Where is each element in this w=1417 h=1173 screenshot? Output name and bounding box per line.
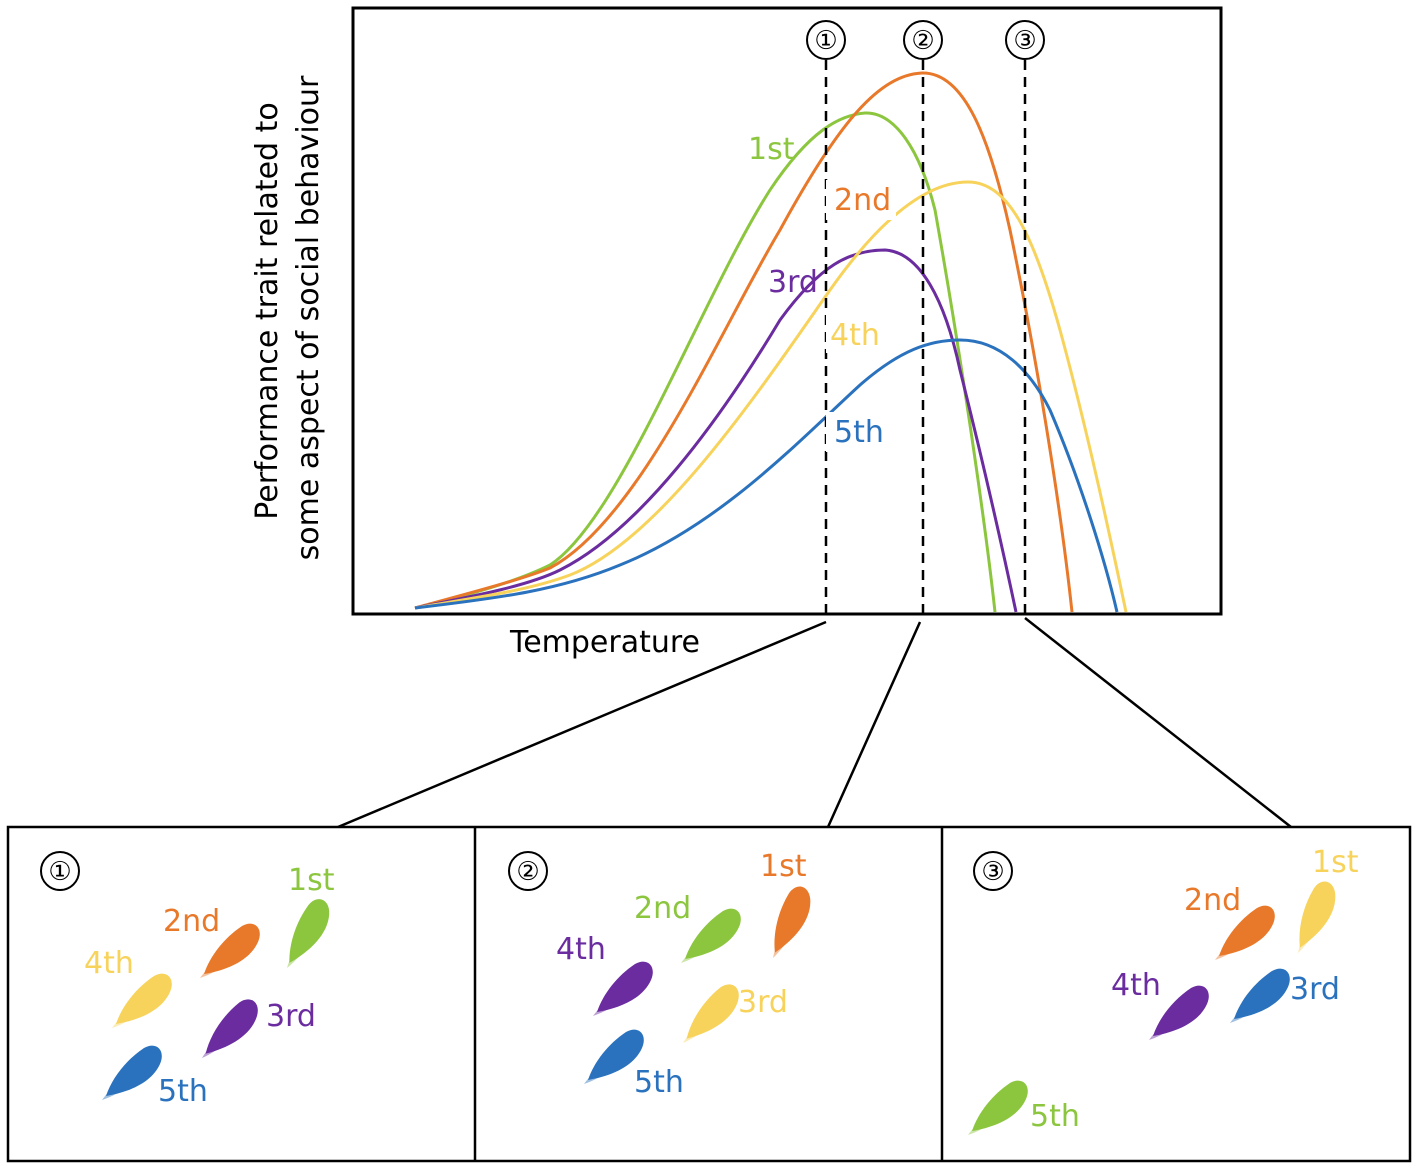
panel-3-marker: ③: [973, 851, 1013, 891]
fish-body: [289, 899, 330, 963]
panel-1-label-1st: 1st: [288, 863, 335, 898]
fish-body: [205, 999, 258, 1054]
fish-body: [588, 1029, 644, 1080]
panel-3-fish-5th: [968, 1080, 1028, 1135]
panel-2-label-3rd: 3rd: [738, 985, 788, 1020]
curve-label-2nd-bg: [826, 180, 896, 220]
connector-3: [1024, 617, 1292, 828]
panel-3-fish-2nd: [1215, 905, 1275, 960]
fish-body: [774, 886, 811, 953]
fish-body: [1299, 881, 1336, 948]
panel-2-fish-4th: [593, 961, 653, 1016]
fish-body: [686, 984, 739, 1039]
panel-2-label-4th: 4th: [556, 932, 606, 967]
panel-1-fish-5th: [102, 1045, 162, 1100]
curve-5th: [414, 338, 1119, 613]
panel-2-fish-3rd: [683, 984, 739, 1043]
marker-top-3-text: ③: [1013, 26, 1036, 56]
panel-2-fish-2nd: [681, 908, 741, 963]
panel-2-fish-5th: [584, 1029, 644, 1084]
curve-1st: [414, 111, 997, 613]
fish-layer: [102, 881, 1336, 1135]
performance-curves: [414, 71, 1128, 613]
marker-top-3: ③: [1005, 20, 1045, 60]
panel-3-fish-4th: [1149, 985, 1209, 1040]
panel-2-label-1st: 1st: [760, 849, 807, 884]
panel-1-label-3rd: 3rd: [266, 999, 316, 1034]
chart-frame: [351, 6, 1223, 616]
marker-top-1: ①: [806, 20, 846, 60]
curve-label-5th-bg: [826, 412, 894, 452]
panel-3-fish-3rd: [1230, 968, 1290, 1023]
marker-top-2: ②: [903, 20, 943, 60]
panel-1-marker-text: ①: [48, 857, 71, 887]
panel-3-label-1st: 1st: [1312, 845, 1359, 880]
panel-2-label-2nd: 2nd: [634, 891, 691, 926]
curve-label-4th-bg: [826, 315, 888, 353]
y-axis-label-line2: some aspect of social behaviour: [291, 75, 326, 560]
panel-2-label-5th: 5th: [634, 1065, 684, 1100]
curve-label-5th: 5th: [834, 415, 884, 450]
panel-1-marker: ①: [40, 851, 80, 891]
panels-frame: [6, 825, 1412, 1163]
curve-label-3rd: 3rd: [768, 265, 818, 300]
panel-3-label-2nd: 2nd: [1184, 883, 1241, 918]
fish-body: [597, 961, 653, 1012]
panel-3-marker-text: ③: [981, 857, 1004, 887]
fish-body: [685, 908, 741, 959]
panel-2-fish-1st: [773, 886, 811, 958]
fish-body: [1153, 985, 1209, 1036]
panel-1-label-2nd: 2nd: [163, 904, 220, 939]
panel-1-label-5th: 5th: [158, 1074, 208, 1109]
curve-2nd: [414, 71, 1074, 613]
fish-body: [116, 973, 172, 1024]
curve-4th: [414, 180, 1128, 613]
curve-label-2nd: 2nd: [834, 183, 891, 218]
curve-label-1st: 1st: [748, 132, 795, 167]
panel-2-marker-text: ②: [516, 857, 539, 887]
panel-1-label-4th: 4th: [84, 946, 134, 981]
fish-body: [204, 923, 260, 974]
panel-1-fish-3rd: [202, 999, 258, 1058]
marker-top-1-text: ①: [814, 26, 837, 56]
connector-2: [826, 621, 922, 828]
x-axis-label: Temperature: [509, 625, 700, 660]
curve-labels: 1st 2nd 3rd 4th 5th: [748, 132, 896, 452]
panel-3-fish-1st: [1298, 881, 1336, 953]
curve-3rd: [414, 248, 1018, 613]
fish-body: [106, 1045, 162, 1096]
panel-1-fish-4th: [112, 973, 172, 1028]
fish-body: [1219, 905, 1275, 956]
curve-label-4th: 4th: [830, 318, 880, 353]
panel-1-fish-2nd: [200, 923, 260, 978]
y-axis-label-line1: Performance trait related to: [250, 102, 285, 520]
connector-1: [337, 620, 827, 829]
panel-1-fish-1st: [287, 899, 330, 968]
fish-body: [972, 1080, 1028, 1131]
panel-3-label-5th: 5th: [1030, 1099, 1080, 1134]
panel-3-label-3rd: 3rd: [1290, 972, 1340, 1007]
marker-top-2-text: ②: [911, 26, 934, 56]
fish-body: [1234, 968, 1290, 1019]
panel-3-label-4th: 4th: [1111, 968, 1161, 1003]
panel-2-marker: ②: [508, 851, 548, 891]
